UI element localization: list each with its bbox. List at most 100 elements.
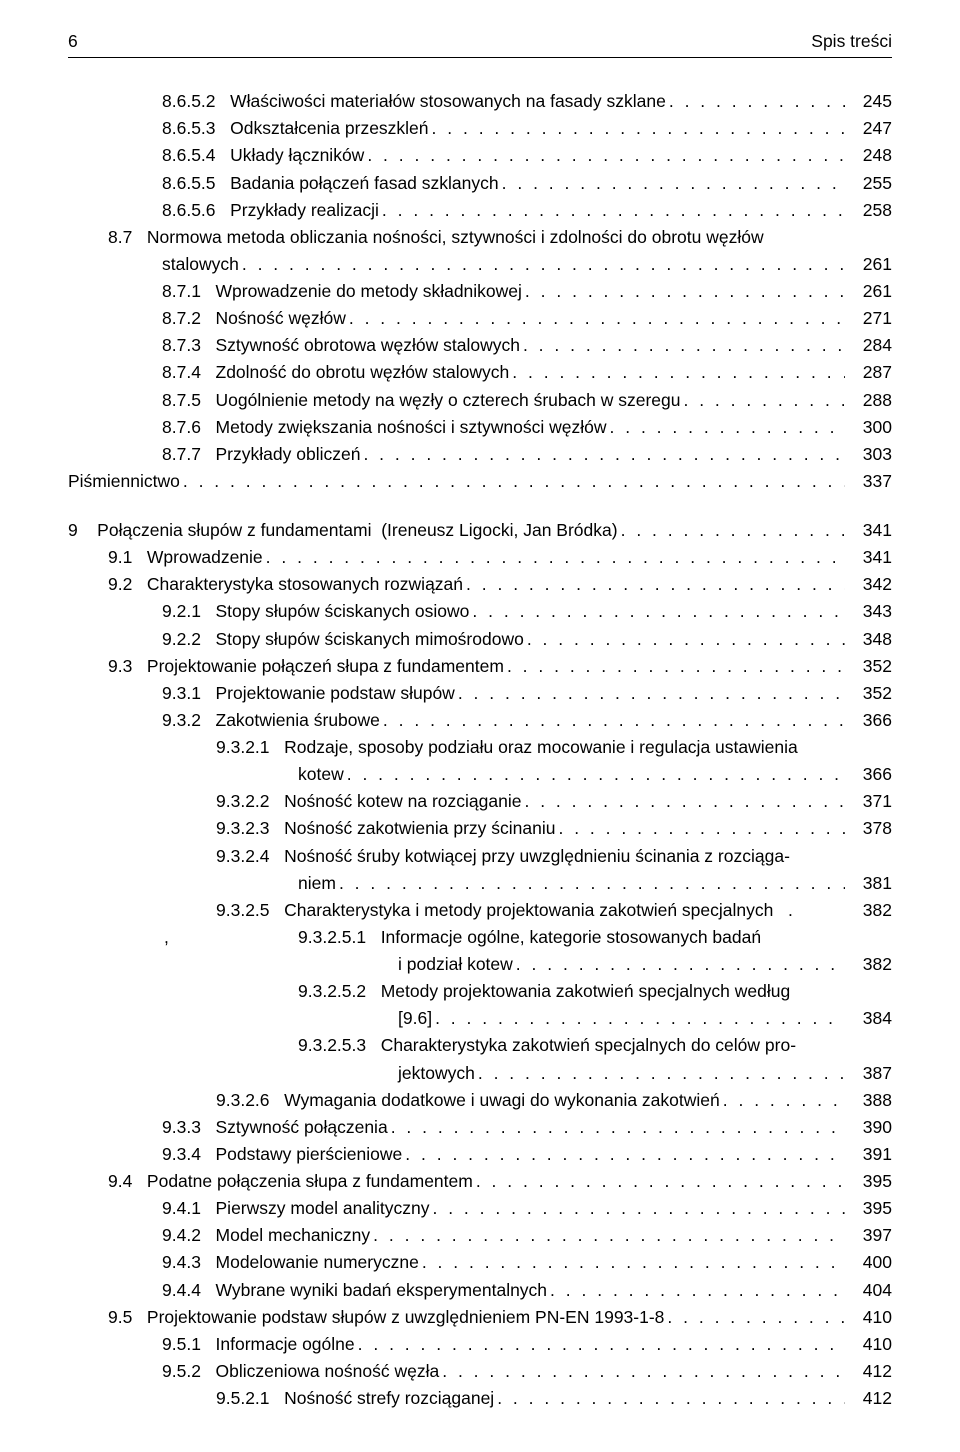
toc-entry: 9.4.2 Model mechaniczny. . . . . . . . .… [68, 1222, 892, 1249]
toc-entry: 9.4 Podatne połączenia słupa z fundament… [68, 1168, 892, 1195]
toc-leader: . . . . . . . . . . . . . . . . . . . . … [507, 653, 845, 680]
toc-label: 9.2.2 Stopy słupów ściskanych mimośrodow… [162, 626, 524, 653]
toc-label: 9.3.2.3 Nośność zakotwienia przy ścinani… [216, 815, 555, 842]
toc-label: 9.2 Charakterystyka stosowanych rozwiąza… [108, 571, 463, 598]
toc-page-number: 410 [848, 1331, 892, 1358]
toc-entry: 9.3.2.5.1 Informacje ogólne, kategorie s… [68, 924, 892, 951]
toc-leader: . . . . . . . . . . . . . . . . . . . . … [621, 517, 845, 544]
toc-entry: 9.3 Projektowanie połączeń słupa z funda… [68, 653, 892, 680]
toc-label: 9.4.1 Pierwszy model analityczny [162, 1195, 429, 1222]
toc-label: 9 Połączenia słupów z fundamentami (Iren… [68, 517, 618, 544]
toc-label: 8.6.5.3 Odkształcenia przeszkleń [162, 115, 429, 142]
toc-page-number: 271 [848, 305, 892, 332]
toc-entry-wrap: kotew. . . . . . . . . . . . . . . . . .… [68, 761, 892, 788]
toc-label: 8.6.5.6 Przykłady realizacji [162, 197, 379, 224]
toc-entry: 8.7.2 Nośność węzłów. . . . . . . . . . … [68, 305, 892, 332]
toc-entry: 9.3.2.5 Charakterystyka i metody projekt… [68, 897, 892, 924]
toc-entry: 9.3.4 Podstawy pierścieniowe. . . . . . … [68, 1141, 892, 1168]
toc-entry-wrap: niem. . . . . . . . . . . . . . . . . . … [68, 870, 892, 897]
toc-leader: . . . . . . . . . . . . . . . . . . . . … [266, 544, 845, 571]
toc-entry: 8.7.3 Sztywność obrotowa węzłów stalowyc… [68, 332, 892, 359]
toc-leader: . . . . . . . . . . . . . . . . . . . . … [502, 170, 845, 197]
toc-entry-wrap: stalowych. . . . . . . . . . . . . . . .… [68, 251, 892, 278]
toc-page-number: 247 [848, 115, 892, 142]
toc-label: 8.7.7 Przykłady obliczeń [162, 441, 360, 468]
toc-leader: . . . . . . . . . . . . . . . . . . . . … [524, 788, 845, 815]
toc-label: 8.7.5 Uogólnienie metody na węzły o czte… [162, 387, 680, 414]
toc-entry: 9.3.2.2 Nośność kotew na rozciąganie. . … [68, 788, 892, 815]
toc-page-number: 352 [848, 680, 892, 707]
toc-leader: . . . . . . . . . . . . . . . . . . . . … [382, 197, 845, 224]
toc-page-number: 381 [848, 870, 892, 897]
toc-leader: . . . . . . . . . . . . . . . . . . . . … [349, 305, 845, 332]
toc-page-number: 397 [848, 1222, 892, 1249]
toc-label: 9.5.2.1 Nośność strefy rozciąganej [216, 1385, 494, 1412]
toc-label: 9.4.3 Modelowanie numeryczne [162, 1249, 419, 1276]
toc-entry-wrap: i podział kotew. . . . . . . . . . . . .… [68, 951, 892, 978]
toc-leader: . . . . . . . . . . . . . . . . . . . . … [523, 332, 845, 359]
toc-label: 9.1 Wprowadzenie [108, 544, 263, 571]
toc-entry: 9.5 Projektowanie podstaw słupów z uwzgl… [68, 1304, 892, 1331]
toc-leader: . . . . . . . . . . . . . . . . . . . . … [367, 142, 845, 169]
toc-page-number: 412 [848, 1358, 892, 1385]
toc-leader: . . . . . . . . . . . . . . . . . . . . … [527, 626, 845, 653]
toc-entry: 9.3.2.4 Nośność śruby kotwiącej przy uwz… [68, 843, 892, 870]
toc-label: 9.4.2 Model mechaniczny [162, 1222, 370, 1249]
toc-page-number: 366 [848, 761, 892, 788]
toc-leader: . . . . . . . . . . . . . . . . . . . . … [422, 1249, 845, 1276]
toc-entry-wrap: jektowych. . . . . . . . . . . . . . . .… [68, 1060, 892, 1087]
toc-entry: 8.6.5.2 Właściwości materiałów stosowany… [68, 88, 892, 115]
toc-leader: . . . . . . . . . . . . . . . . . . . . … [242, 251, 845, 278]
toc-entry: Piśmiennictwo. . . . . . . . . . . . . .… [68, 468, 892, 495]
page-container: 6 Spis treści 8.6.5.2 Właściwości materi… [0, 0, 960, 1452]
toc-page-number: 261 [848, 251, 892, 278]
toc-entry-wrap: [9.6]. . . . . . . . . . . . . . . . . .… [68, 1005, 892, 1032]
toc-page-number: 390 [848, 1114, 892, 1141]
toc-entry: 8.7.5 Uogólnienie metody na węzły o czte… [68, 387, 892, 414]
toc-leader: . . . . . . . . . . . . . . . . . . . . … [432, 1195, 845, 1222]
toc-page-number: 382 [848, 897, 892, 924]
toc-leader: . . . . . . . . . . . . . . . . . . . . … [435, 1005, 845, 1032]
toc-entry: 8.6.5.3 Odkształcenia przeszkleń. . . . … [68, 115, 892, 142]
toc-entry: 9.1 Wprowadzenie. . . . . . . . . . . . … [68, 544, 892, 571]
header-page-number: 6 [68, 28, 78, 55]
toc-entry: 9.3.3 Sztywność połączenia. . . . . . . … [68, 1114, 892, 1141]
toc-page-number: 378 [848, 815, 892, 842]
toc-entry: 9.2.2 Stopy słupów ściskanych mimośrodow… [68, 626, 892, 653]
toc-leader: . . . . . . . . . . . . . . . . . . . . … [512, 359, 845, 386]
toc-label: 8.7.4 Zdolność do obrotu węzłów stalowyc… [162, 359, 509, 386]
toc-label: 9.3.3 Sztywność połączenia [162, 1114, 388, 1141]
toc-page-number: 303 [848, 441, 892, 468]
toc-entry: 9.2.1 Stopy słupów ściskanych osiowo. . … [68, 598, 892, 625]
toc-label: 9.5 Projektowanie podstaw słupów z uwzgl… [108, 1304, 664, 1331]
toc-page-number: 341 [848, 544, 892, 571]
toc-label: 9.5.1 Informacje ogólne [162, 1331, 355, 1358]
toc-page-number: 341 [848, 517, 892, 544]
toc-label: 8.6.5.2 Właściwości materiałów stosowany… [162, 88, 666, 115]
toc-label: 8.6.5.5 Badania połączeń fasad szklanych [162, 170, 499, 197]
toc-leader: . . . . . . . . . . . . . . . . . . . . … [358, 1331, 845, 1358]
toc-entry: 9.3.2.1 Rodzaje, sposoby podziału oraz m… [68, 734, 892, 761]
toc-leader: . . . . . . . . . . . . . . . . . . . . … [669, 88, 845, 115]
toc-leader: . . . . . . . . . . . . . . . . . . . . … [442, 1358, 845, 1385]
toc-page-number: 261 [848, 278, 892, 305]
toc-page-number: 337 [848, 468, 892, 495]
toc-entry: 8.7.7 Przykłady obliczeń. . . . . . . . … [68, 441, 892, 468]
toc-entry: 9.3.2 Zakotwienia śrubowe. . . . . . . .… [68, 707, 892, 734]
toc-entry: 9.5.2 Obliczeniowa nośność węzła. . . . … [68, 1358, 892, 1385]
toc-label: 9.3.2.6 Wymagania dodatkowe i uwagi do w… [216, 1087, 720, 1114]
toc-leader: . . . . . . . . . . . . . . . . . . . . … [610, 414, 846, 441]
toc-page-number: 410 [848, 1304, 892, 1331]
toc-entry: 9.3.2.3 Nośność zakotwienia przy ścinani… [68, 815, 892, 842]
toc-label: 9.3.4 Podstawy pierścieniowe [162, 1141, 402, 1168]
toc-page-number: 287 [848, 359, 892, 386]
toc-leader: . . . . . . . . . . . . . . . . . . . . … [497, 1385, 845, 1412]
toc-page-number: 371 [848, 788, 892, 815]
toc-page-number: 388 [848, 1087, 892, 1114]
toc-body: 8.6.5.2 Właściwości materiałów stosowany… [68, 88, 892, 1412]
toc-label: 9.4.4 Wybrane wyniki badań eksperymental… [162, 1277, 547, 1304]
toc-entry: 9.5.2.1 Nośność strefy rozciąganej. . . … [68, 1385, 892, 1412]
toc-entry: 9.2 Charakterystyka stosowanych rozwiąza… [68, 571, 892, 598]
toc-leader: . . . . . . . . . . . . . . . . . . . . … [383, 707, 845, 734]
toc-entry: 8.7.4 Zdolność do obrotu węzłów stalowyc… [68, 359, 892, 386]
